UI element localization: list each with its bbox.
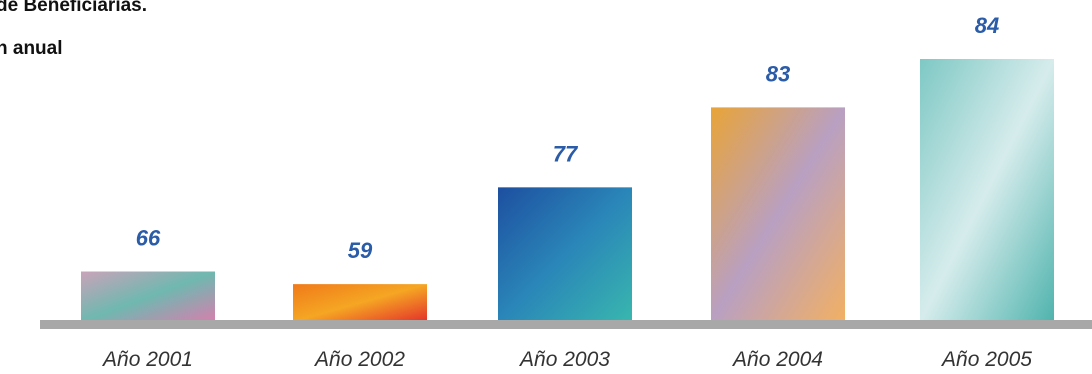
labels-layer: 66 Año 2001 59 Año 2002 77 Año 2003 83 Año 2004… (101, 13, 1032, 371)
x-tick-label: Año 2002 (313, 348, 405, 371)
bar-año-2005 (920, 59, 1054, 322)
value-label: 83 (766, 61, 790, 86)
bar-año-2002 (293, 284, 427, 322)
chart-title-line-1: de Beneficiarias. (0, 0, 148, 16)
x-tick-label: Año 2005 (940, 348, 1032, 371)
value-label: 84 (975, 13, 999, 38)
bar-año-2001 (81, 271, 215, 322)
x-tick-label: Año 2001 (101, 348, 193, 371)
value-label: 59 (348, 238, 373, 263)
bars-layer (81, 59, 1054, 322)
bar-año-2003 (498, 187, 632, 322)
value-label: 66 (136, 226, 161, 251)
x-axis-baseline (40, 320, 1092, 329)
value-label: 77 (553, 141, 579, 166)
x-tick-label: Año 2003 (518, 348, 610, 371)
x-tick-label: Año 2004 (731, 348, 823, 371)
bar-año-2004 (711, 107, 845, 322)
chart-title-line-2: n anual (0, 38, 63, 59)
